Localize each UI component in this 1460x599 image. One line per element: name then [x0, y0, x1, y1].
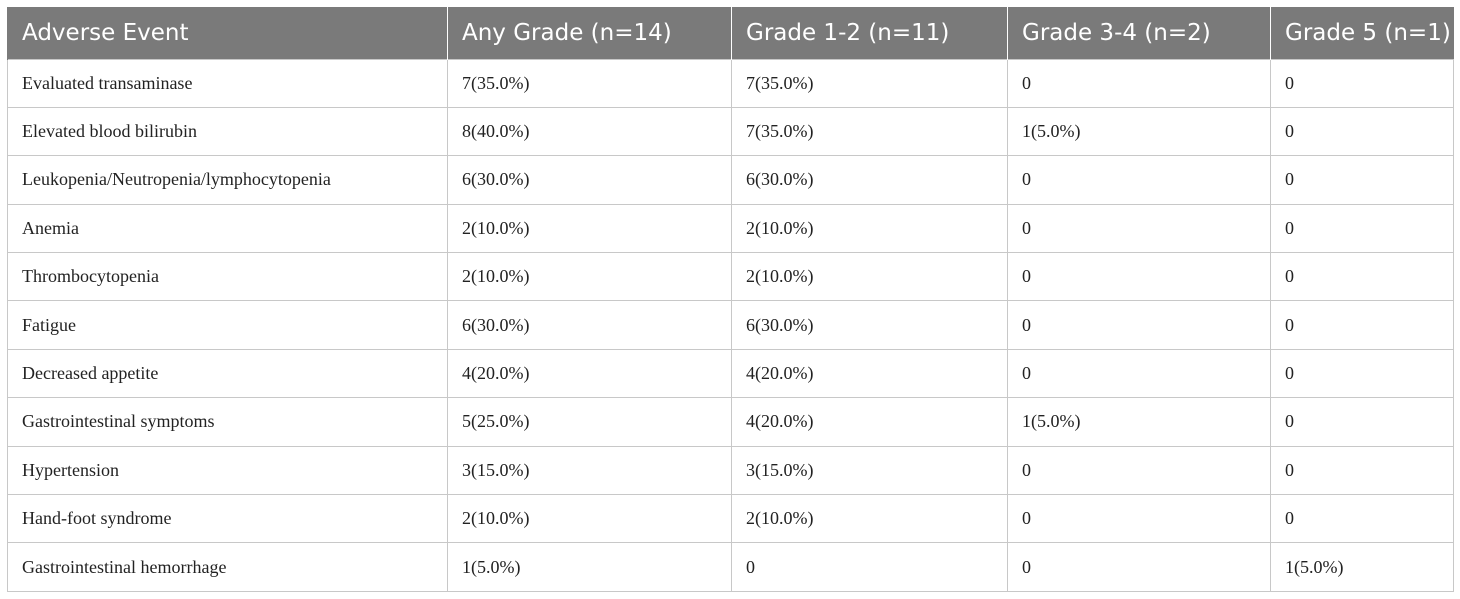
table-header: Adverse Event Any Grade (n=14) Grade 1-2… — [7, 7, 1454, 59]
cell-grade-3-4: 0 — [1007, 155, 1271, 205]
cell-adverse-event: Thrombocytopenia — [7, 252, 448, 302]
cell-grade-5: 0 — [1270, 300, 1454, 350]
cell-grade-3-4: 0 — [1007, 252, 1271, 302]
cell-grade-1-2: 6(30.0%) — [731, 155, 1008, 205]
cell-adverse-event: Hypertension — [7, 445, 448, 496]
header-any-grade: Any Grade (n=14) — [447, 7, 732, 59]
cell-adverse-event: Elevated blood bilirubin — [7, 106, 448, 157]
cell-grade-3-4: 1(5.0%) — [1007, 106, 1271, 157]
table-row: Fatigue 6(30.0%) 6(30.0%) 0 0 — [7, 300, 1454, 350]
cell-any-grade: 6(30.0%) — [447, 155, 732, 205]
cell-adverse-event: Anemia — [7, 203, 448, 254]
cell-grade-1-2: 3(15.0%) — [731, 445, 1008, 496]
cell-grade-3-4: 1(5.0%) — [1007, 397, 1271, 447]
cell-any-grade: 7(35.0%) — [447, 58, 732, 108]
table-row: Evaluated transaminase 7(35.0%) 7(35.0%)… — [7, 58, 1454, 108]
table-row: Decreased appetite 4(20.0%) 4(20.0%) 0 0 — [7, 348, 1454, 399]
cell-grade-5: 0 — [1270, 397, 1454, 447]
cell-any-grade: 4(20.0%) — [447, 348, 732, 399]
cell-grade-1-2: 4(20.0%) — [731, 397, 1008, 447]
cell-grade-1-2: 4(20.0%) — [731, 348, 1008, 399]
cell-adverse-event: Leukopenia/Neutropenia/lymphocytopenia — [7, 155, 448, 205]
table-row: Thrombocytopenia 2(10.0%) 2(10.0%) 0 0 — [7, 252, 1454, 302]
cell-any-grade: 8(40.0%) — [447, 106, 732, 157]
cell-grade-3-4: 0 — [1007, 494, 1271, 544]
cell-grade-3-4: 0 — [1007, 203, 1271, 254]
cell-adverse-event: Gastrointestinal symptoms — [7, 397, 448, 447]
cell-grade-3-4: 0 — [1007, 300, 1271, 350]
cell-grade-1-2: 2(10.0%) — [731, 203, 1008, 254]
cell-grade-5: 0 — [1270, 203, 1454, 254]
adverse-events-table: Adverse Event Any Grade (n=14) Grade 1-2… — [7, 7, 1454, 592]
cell-grade-1-2: 7(35.0%) — [731, 58, 1008, 108]
cell-grade-5: 1(5.0%) — [1270, 542, 1454, 592]
header-grade-1-2: Grade 1-2 (n=11) — [731, 7, 1008, 59]
adverse-events-table-container: Adverse Event Any Grade (n=14) Grade 1-2… — [7, 7, 1454, 592]
table-row: Hypertension 3(15.0%) 3(15.0%) 0 0 — [7, 445, 1454, 496]
cell-grade-1-2: 2(10.0%) — [731, 252, 1008, 302]
cell-grade-1-2: 6(30.0%) — [731, 300, 1008, 350]
table-row: Elevated blood bilirubin 8(40.0%) 7(35.0… — [7, 106, 1454, 157]
cell-any-grade: 1(5.0%) — [447, 542, 732, 592]
cell-grade-3-4: 0 — [1007, 542, 1271, 592]
cell-adverse-event: Gastrointestinal hemorrhage — [7, 542, 448, 592]
cell-any-grade: 2(10.0%) — [447, 494, 732, 544]
cell-any-grade: 3(15.0%) — [447, 445, 732, 496]
header-adverse-event: Adverse Event — [7, 7, 448, 59]
table-row: Hand-foot syndrome 2(10.0%) 2(10.0%) 0 0 — [7, 494, 1454, 544]
cell-grade-5: 0 — [1270, 106, 1454, 157]
cell-grade-3-4: 0 — [1007, 58, 1271, 108]
cell-grade-5: 0 — [1270, 445, 1454, 496]
header-row: Adverse Event Any Grade (n=14) Grade 1-2… — [7, 7, 1454, 59]
cell-adverse-event: Hand-foot syndrome — [7, 494, 448, 544]
cell-adverse-event: Fatigue — [7, 300, 448, 350]
cell-adverse-event: Decreased appetite — [7, 348, 448, 399]
header-grade-5: Grade 5 (n=1) — [1270, 7, 1454, 59]
cell-adverse-event: Evaluated transaminase — [7, 58, 448, 108]
cell-grade-3-4: 0 — [1007, 445, 1271, 496]
table-row: Gastrointestinal hemorrhage 1(5.0%) 0 0 … — [7, 542, 1454, 592]
cell-grade-3-4: 0 — [1007, 348, 1271, 399]
table-row: Gastrointestinal symptoms 5(25.0%) 4(20.… — [7, 397, 1454, 447]
cell-any-grade: 5(25.0%) — [447, 397, 732, 447]
cell-grade-5: 0 — [1270, 252, 1454, 302]
table-body: Evaluated transaminase 7(35.0%) 7(35.0%)… — [7, 58, 1454, 592]
table-row: Leukopenia/Neutropenia/lymphocytopenia 6… — [7, 155, 1454, 205]
cell-grade-1-2: 7(35.0%) — [731, 106, 1008, 157]
cell-any-grade: 2(10.0%) — [447, 203, 732, 254]
cell-grade-1-2: 2(10.0%) — [731, 494, 1008, 544]
table-row: Anemia 2(10.0%) 2(10.0%) 0 0 — [7, 203, 1454, 254]
cell-any-grade: 2(10.0%) — [447, 252, 732, 302]
cell-grade-5: 0 — [1270, 494, 1454, 544]
cell-grade-5: 0 — [1270, 155, 1454, 205]
cell-grade-1-2: 0 — [731, 542, 1008, 592]
header-grade-3-4: Grade 3-4 (n=2) — [1007, 7, 1271, 59]
cell-any-grade: 6(30.0%) — [447, 300, 732, 350]
cell-grade-5: 0 — [1270, 58, 1454, 108]
cell-grade-5: 0 — [1270, 348, 1454, 399]
